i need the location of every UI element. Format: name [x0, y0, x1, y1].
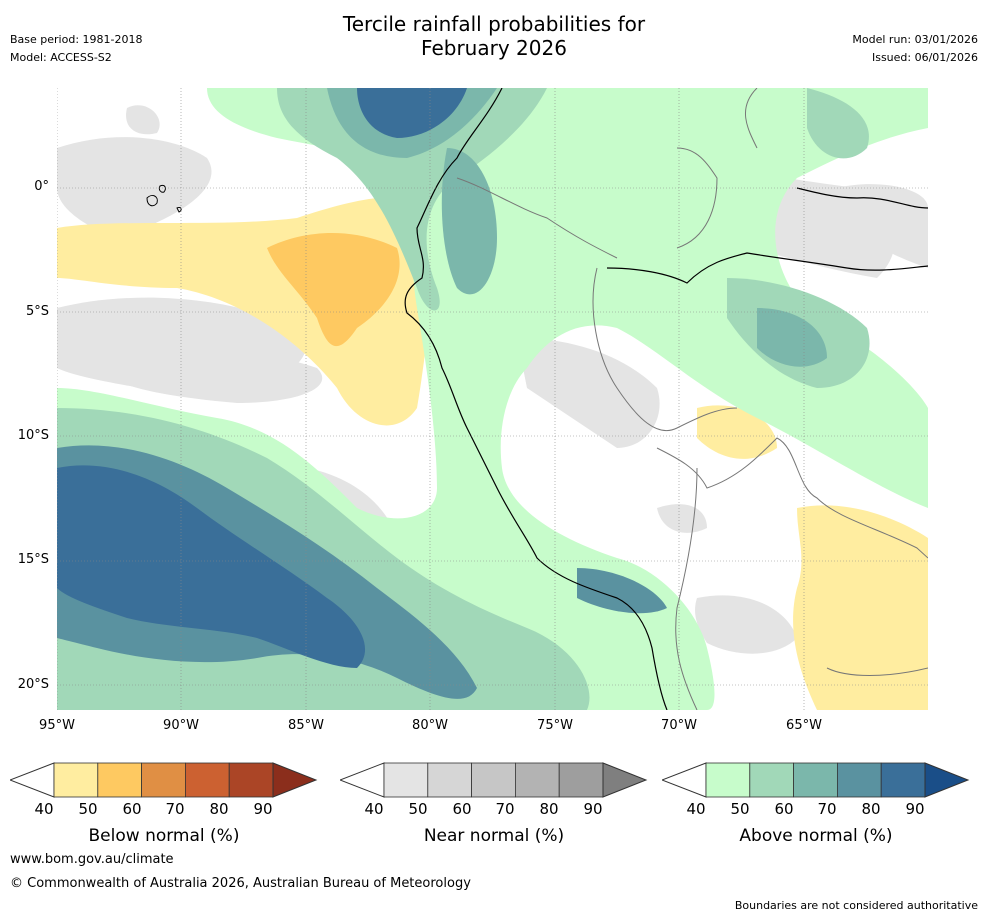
lon-label-75w: 75°W — [537, 718, 573, 733]
title-line-2: February 2026 — [421, 36, 567, 60]
website-link[interactable]: www.bom.gov.au/climate — [10, 852, 174, 867]
colorbar-above-cell-80 — [880, 762, 926, 798]
colorbar-above-cell-70 — [836, 762, 882, 798]
colorbar-below-cell-60 — [141, 762, 186, 798]
base-period: Base period: 1981-2018 — [10, 33, 143, 46]
lat-label-15s: 15°S — [17, 552, 49, 567]
graticule — [57, 88, 928, 710]
lon-label-95w: 95°W — [39, 718, 75, 733]
near-tick-50: 50 — [408, 800, 428, 818]
colorbar-below-cell-80 — [228, 762, 274, 798]
lon-label-85w: 85°W — [288, 718, 324, 733]
colorbar-above-cell-60 — [793, 762, 838, 798]
below-tick-80: 80 — [209, 800, 229, 818]
colorbar-near — [340, 762, 648, 798]
colorbar-below-cell-50 — [97, 762, 143, 798]
model-name: Model: ACCESS-S2 — [10, 51, 112, 64]
below-tick-40: 40 — [34, 800, 54, 818]
lon-label-70w: 70°W — [661, 718, 697, 733]
above-tick-50: 50 — [730, 800, 750, 818]
meta-left: Base period: 1981-2018 Model: ACCESS-S2 — [10, 31, 142, 67]
title-line-1: Tercile rainfall probabilities for — [342, 12, 646, 36]
lat-label-10s: 10°S — [17, 428, 49, 443]
colorbar-below — [10, 762, 318, 798]
colorbar-below-title: Below normal (%) — [88, 826, 240, 846]
colorbar-above-cell-50 — [749, 762, 795, 798]
colorbar-below-ticks: 40 50 60 70 80 90 — [34, 800, 298, 820]
colorbar-above — [662, 762, 970, 798]
lat-label-20s: 20°S — [17, 677, 49, 692]
colorbar-below-cell-40 — [53, 762, 99, 798]
below-tick-70: 70 — [165, 800, 185, 818]
below-tick-60: 60 — [122, 800, 142, 818]
near-tick-90: 90 — [583, 800, 603, 818]
colorbar-below-arrow-left — [10, 762, 55, 798]
issued-date: Issued: 06/01/2026 — [871, 51, 978, 64]
colorbar-below-cell-70 — [184, 762, 230, 798]
above-tick-40: 40 — [686, 800, 706, 818]
colorbar-near-title: Near normal (%) — [423, 826, 565, 846]
colorbar-above-cell-40 — [705, 762, 751, 798]
colorbar-near-cell-70 — [514, 762, 560, 798]
rainfall-map — [57, 88, 928, 710]
country-borders — [456, 88, 928, 710]
above-tick-70: 70 — [817, 800, 837, 818]
colorbar-near-cell-60 — [471, 762, 516, 798]
colorbar-above-arrow-left — [662, 762, 707, 798]
below-tick-50: 50 — [78, 800, 98, 818]
below-tick-90: 90 — [253, 800, 273, 818]
map-title: Tercile rainfall probabilities for Febru… — [0, 12, 988, 60]
colorbar-below-arrow-right — [272, 762, 318, 798]
colorbar-near-arrow-left — [340, 762, 385, 798]
above-normal-regions — [57, 88, 928, 710]
lat-label-0: 0° — [34, 179, 49, 194]
colorbar-near-arrow-right — [602, 762, 648, 798]
lon-label-90w: 90°W — [163, 718, 199, 733]
coastline — [404, 88, 928, 710]
near-tick-70: 70 — [495, 800, 515, 818]
colorbar-near-ticks: 40 50 60 70 80 90 — [364, 800, 628, 820]
meta-right: Model run: 03/01/2026 Issued: 06/01/2026 — [852, 31, 978, 67]
near-tick-60: 60 — [452, 800, 472, 818]
colorbar-above-title: Above normal (%) — [739, 826, 893, 846]
above-tick-80: 80 — [861, 800, 881, 818]
colorbar-near-cell-40 — [383, 762, 429, 798]
lat-label-5s: 5°S — [25, 304, 49, 319]
near-tick-40: 40 — [364, 800, 384, 818]
colorbar-near-cell-80 — [558, 762, 604, 798]
disclaimer: Boundaries are not considered authoritat… — [734, 899, 978, 912]
near-tick-80: 80 — [539, 800, 559, 818]
colorbar-above-ticks: 40 50 60 70 80 90 — [686, 800, 950, 820]
lon-label-80w: 80°W — [412, 718, 448, 733]
colorbar-near-cell-50 — [427, 762, 473, 798]
copyright: © Commonwealth of Australia 2026, Austra… — [10, 876, 471, 891]
colorbar-above-arrow-right — [924, 762, 970, 798]
above-tick-60: 60 — [774, 800, 794, 818]
lon-label-65w: 65°W — [786, 718, 822, 733]
model-run: Model run: 03/01/2026 — [852, 33, 978, 46]
above-tick-90: 90 — [905, 800, 925, 818]
